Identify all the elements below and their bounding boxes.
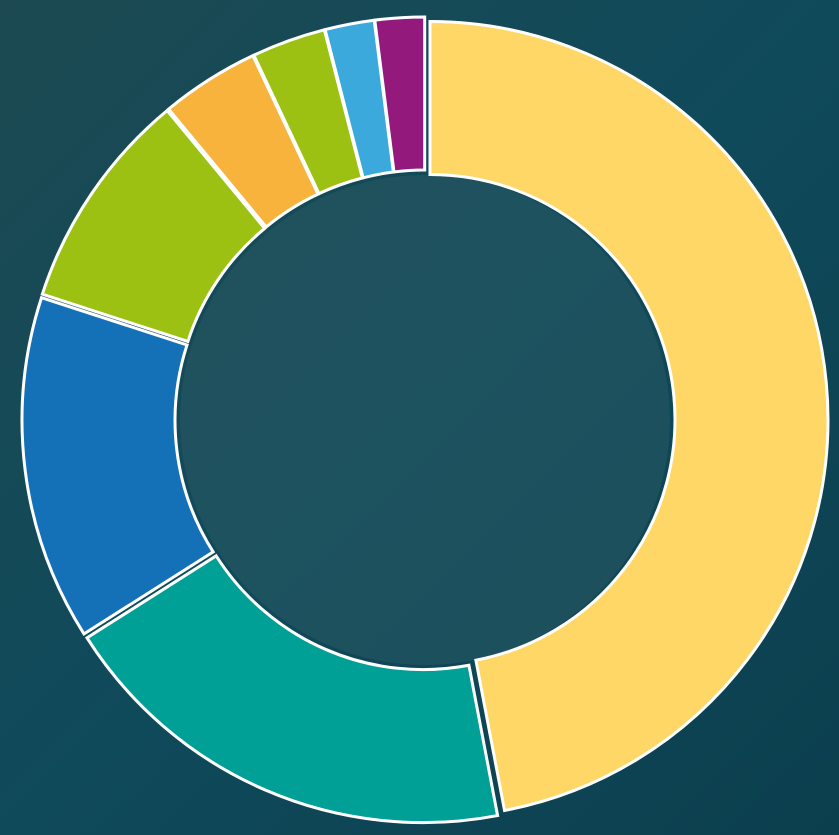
- donut-segment: [428, 20, 830, 813]
- donut-segment: [373, 15, 427, 174]
- donut-segment: [84, 553, 500, 825]
- donut-segment: [40, 108, 267, 344]
- donut-segment: [20, 295, 216, 636]
- donut-hole: [180, 175, 670, 665]
